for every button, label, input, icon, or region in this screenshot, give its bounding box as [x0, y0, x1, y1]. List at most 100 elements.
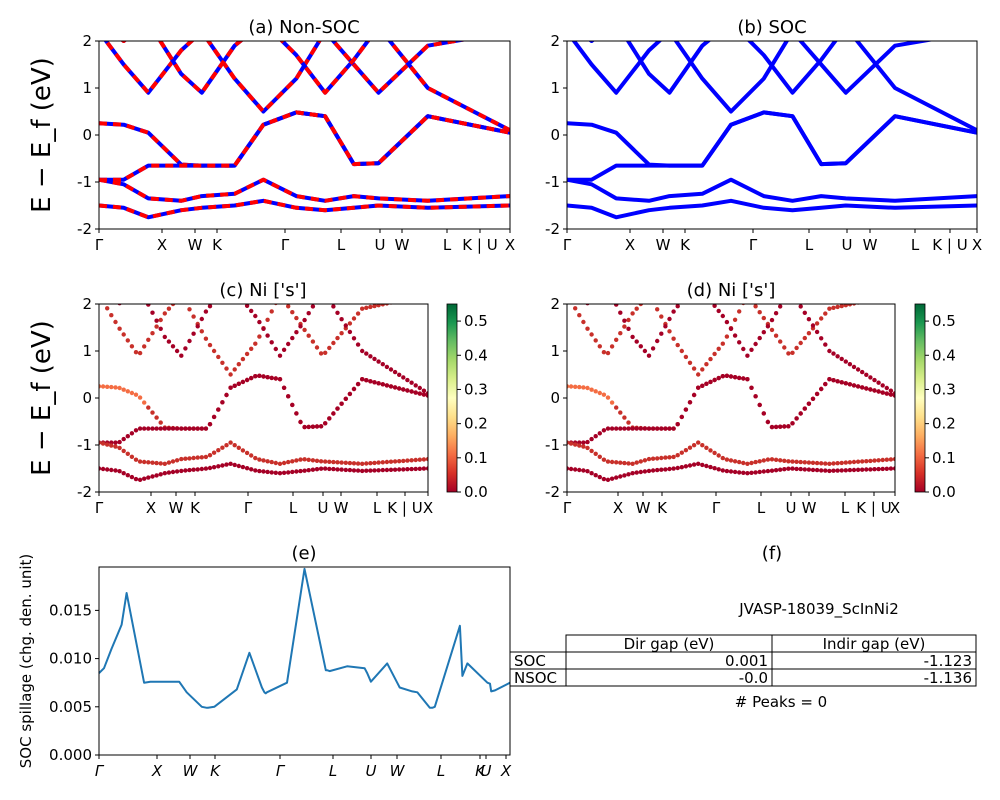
band-point [700, 443, 705, 448]
band-point [597, 390, 602, 396]
band-point [581, 444, 586, 449]
xtick-label: L [289, 499, 298, 517]
band-point [269, 459, 274, 465]
band-point [290, 469, 295, 475]
band-point [650, 468, 656, 473]
band-point [421, 457, 427, 462]
band-point [376, 460, 381, 465]
band-point [277, 353, 283, 358]
band-point [380, 467, 385, 473]
band-point [687, 360, 693, 365]
ytick-label: 0 [550, 126, 560, 144]
panel-c-yticks: -2 -1 0 1 2 [77, 295, 99, 501]
band-point [876, 466, 881, 472]
panel-b-yticks: -2 -1 0 1 2 [545, 32, 567, 238]
band-point [860, 385, 865, 390]
band-point [790, 350, 795, 355]
band-point [581, 299, 585, 303]
band-point [392, 459, 398, 464]
band-point [257, 373, 262, 378]
band-point [405, 297, 409, 301]
xtick-label: X [423, 499, 433, 517]
xtick-label: W [636, 499, 651, 517]
band-point [687, 400, 693, 405]
band-point [769, 327, 775, 333]
band-point [683, 464, 689, 469]
band-point [142, 294, 146, 298]
band-point [137, 395, 143, 400]
band-point [244, 351, 250, 357]
band-point [150, 460, 155, 465]
band-point [339, 401, 344, 406]
band-point [302, 317, 307, 323]
band-point [393, 299, 397, 303]
band-point [798, 304, 803, 309]
band-point [794, 416, 799, 421]
band-point [281, 347, 287, 352]
band-point [195, 426, 200, 431]
band-point [257, 334, 262, 339]
band-point [806, 401, 812, 406]
band-point [414, 295, 418, 299]
band-point [269, 470, 274, 475]
ytick-label: 1 [82, 342, 92, 360]
band-point [884, 457, 889, 462]
band-point [166, 460, 172, 465]
band-point [605, 350, 611, 356]
band-point [170, 469, 176, 475]
band-point [314, 424, 320, 429]
band-point [720, 468, 725, 473]
band-point [831, 351, 836, 356]
band-point [121, 387, 126, 392]
band-point [142, 459, 147, 465]
band-point [236, 463, 241, 469]
band-point [567, 384, 570, 389]
band-point [720, 455, 725, 461]
band-line [99, 198, 510, 220]
band-point [125, 434, 130, 439]
band-point [864, 467, 869, 472]
band-point [802, 406, 807, 411]
band-point [158, 426, 163, 431]
band-point [331, 411, 336, 416]
band-point [655, 456, 660, 461]
panel-c-colorbar [446, 303, 458, 493]
colorbar-tick-label: 0.0 [464, 483, 488, 501]
band-point [327, 466, 332, 472]
band-point [211, 414, 217, 420]
band-point [712, 351, 717, 357]
band-point [175, 297, 179, 301]
band-point [839, 380, 844, 385]
band-point [388, 384, 394, 389]
band-point [409, 389, 414, 394]
band-point [593, 389, 598, 394]
band-line [103, 41, 468, 114]
band-point [650, 456, 656, 461]
band-point [802, 310, 807, 315]
band-point [187, 338, 192, 344]
ytick-label: 0 [82, 126, 92, 144]
band-point [298, 324, 303, 329]
band-point [236, 362, 241, 367]
band-point [597, 454, 602, 459]
band-point [724, 373, 730, 378]
xtick-label: L [757, 499, 766, 517]
band-point [216, 407, 221, 412]
band-point [109, 467, 114, 473]
band-point [158, 472, 163, 477]
band-point [868, 298, 872, 302]
band-point [749, 460, 754, 466]
band-point [728, 469, 734, 474]
band-point [806, 460, 812, 465]
band-point [105, 291, 109, 295]
band-point [240, 356, 246, 362]
band-point [630, 311, 635, 316]
band-point [577, 443, 582, 448]
band-point [347, 321, 353, 326]
band-point [581, 319, 586, 325]
band-point [339, 460, 344, 465]
band-point [696, 440, 701, 445]
band-point [855, 459, 861, 464]
band-point [732, 459, 738, 464]
